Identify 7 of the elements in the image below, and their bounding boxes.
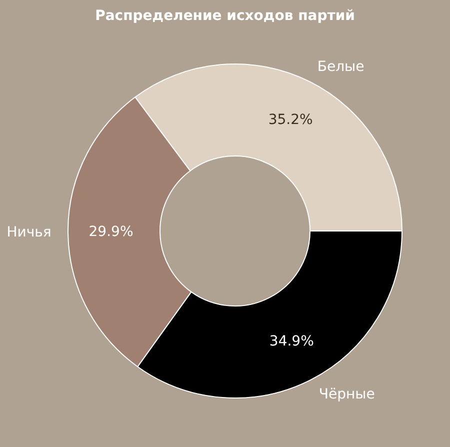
slice-label: Ничья bbox=[6, 224, 52, 241]
slice-label: Белые bbox=[317, 58, 364, 75]
data-label: 29.9% bbox=[88, 224, 134, 240]
data-label: 35.2% bbox=[268, 112, 313, 128]
chart-title: Распределение исходов партий bbox=[95, 8, 355, 24]
slice-label: Чёрные bbox=[318, 386, 375, 402]
data-label: 34.9% bbox=[269, 333, 314, 350]
